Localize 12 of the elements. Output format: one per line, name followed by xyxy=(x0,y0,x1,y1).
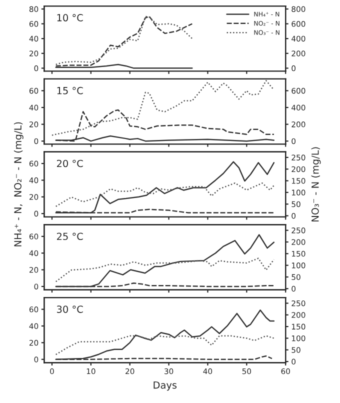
x-axis-title: Days xyxy=(154,382,177,391)
line-series xyxy=(55,258,275,282)
annotation: 30 °C xyxy=(57,306,83,313)
annotation: 25 °C xyxy=(56,232,83,240)
y-axis-title: NH₄⁺ - N, NO₂⁻ - N (mg/L) xyxy=(14,122,24,246)
y2-axis-title: NO₃⁻ - N (mg/L) xyxy=(311,147,321,222)
annotation: 15 °C xyxy=(57,86,83,94)
annotation: 20 °C xyxy=(56,160,83,168)
annotation: 10 °C xyxy=(57,14,83,22)
line-series xyxy=(55,335,275,356)
line-series xyxy=(51,80,275,136)
line-series xyxy=(55,182,275,208)
